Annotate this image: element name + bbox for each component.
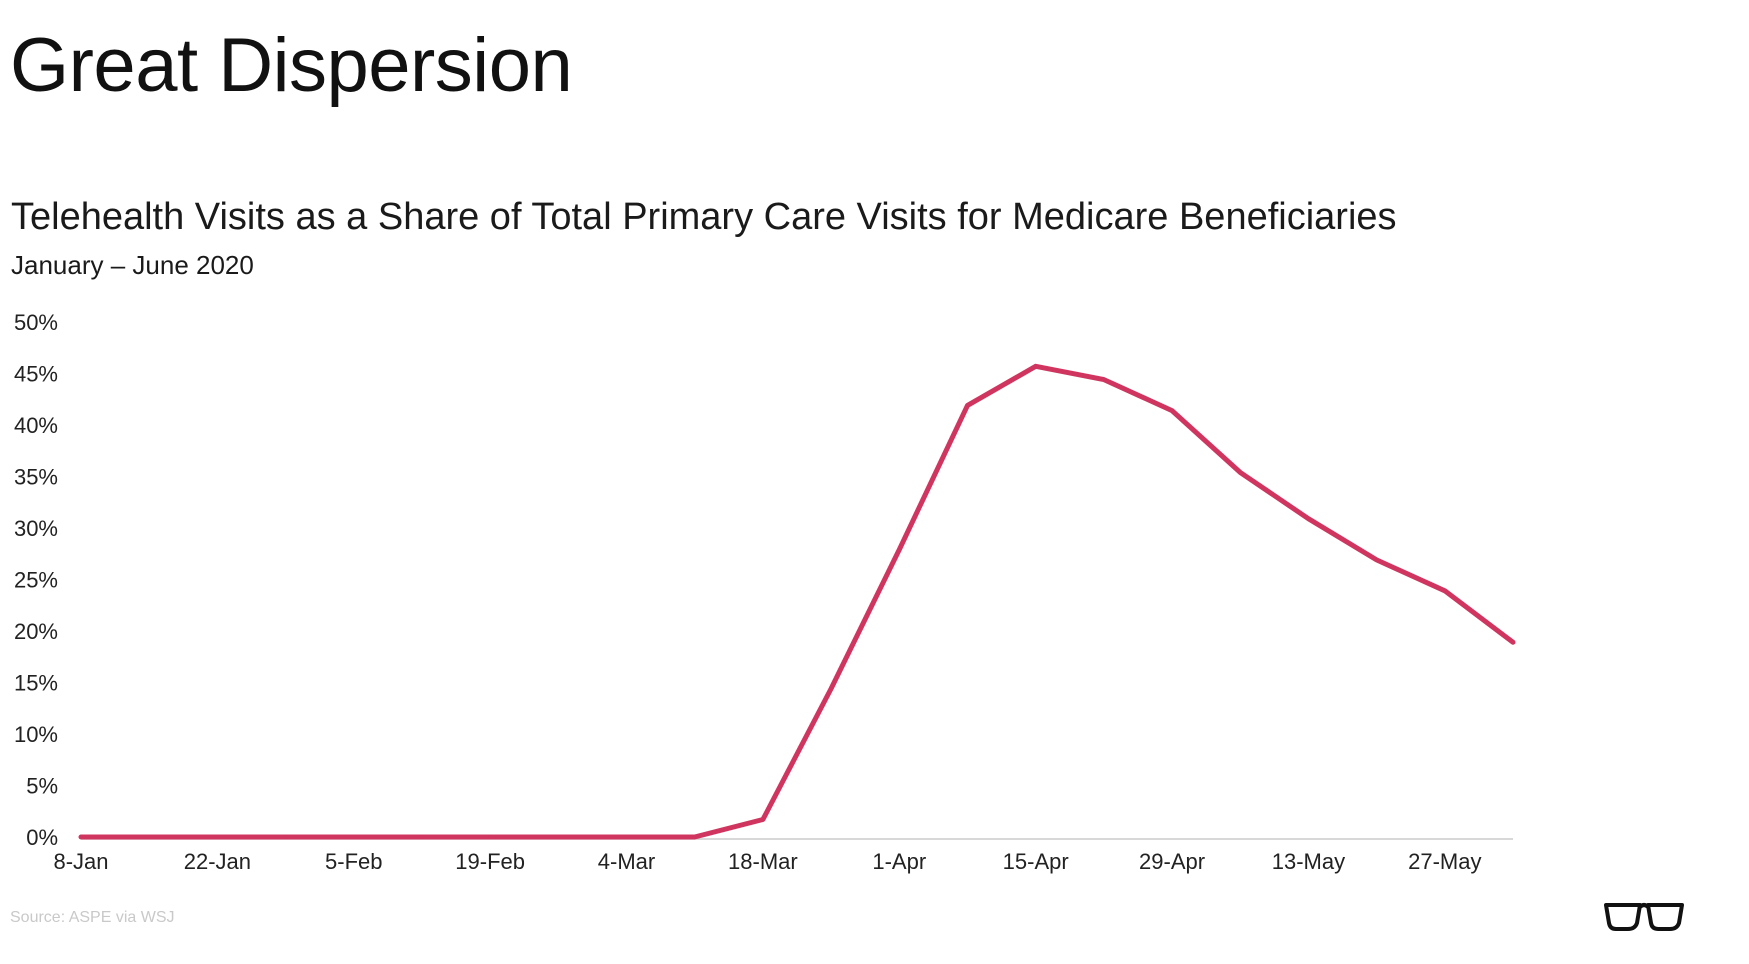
y-tick-label: 0% — [26, 825, 58, 850]
series-group — [78, 363, 1516, 840]
data-point — [1374, 557, 1379, 562]
y-tick-label: 30% — [14, 516, 58, 541]
glasses-icon — [1604, 903, 1684, 931]
data-point — [1238, 470, 1243, 475]
data-point — [1170, 408, 1175, 413]
y-tick-label: 35% — [14, 465, 58, 490]
x-tick-label: 13-May — [1272, 849, 1345, 874]
data-point — [419, 834, 424, 839]
data-point — [1442, 588, 1447, 593]
slide-title: Great Dispersion — [10, 23, 573, 108]
data-point — [488, 834, 493, 839]
data-point — [79, 834, 83, 839]
x-tick-label: 5-Feb — [325, 849, 382, 874]
data-point — [829, 686, 834, 691]
y-tick-label: 10% — [14, 722, 58, 747]
x-tick-label: 29-Apr — [1139, 849, 1205, 874]
y-tick-label: 45% — [14, 362, 58, 387]
data-point — [556, 834, 561, 839]
x-tick-label: 8-Jan — [53, 849, 108, 874]
data-point — [215, 834, 220, 839]
x-tick-label: 15-Apr — [1003, 849, 1069, 874]
data-point — [1033, 364, 1038, 369]
y-tick-label: 5% — [26, 774, 58, 799]
data-point — [1511, 640, 1515, 645]
x-tick-label: 27-May — [1408, 849, 1481, 874]
x-tick-label: 18-Mar — [728, 849, 798, 874]
y-tick-label: 20% — [14, 619, 58, 644]
x-tick-label: 19-Feb — [455, 849, 525, 874]
data-point — [692, 834, 697, 839]
data-point — [624, 834, 629, 839]
y-tick-label: 25% — [14, 568, 58, 593]
x-tick-label: 4-Mar — [598, 849, 655, 874]
y-tick-label: 40% — [14, 413, 58, 438]
chart-subtitle: January – June 2020 — [11, 250, 254, 280]
x-tick-label: 22-Jan — [184, 849, 251, 874]
data-point — [965, 403, 970, 408]
x-tick-label: 1-Apr — [872, 849, 926, 874]
y-axis-labels: 0% 5% 10% 15% 20% 25% 30% 35% 40% 45% 50% — [14, 310, 58, 850]
y-tick-label: 15% — [14, 671, 58, 696]
data-point — [1306, 516, 1311, 521]
data-point — [147, 834, 152, 839]
data-point — [760, 817, 765, 822]
data-point — [351, 834, 356, 839]
data-point — [283, 834, 288, 839]
y-tick-label: 50% — [14, 310, 58, 335]
source-note: Source: ASPE via WSJ — [10, 909, 175, 926]
data-point — [897, 547, 902, 552]
series-line — [78, 363, 1516, 840]
data-point — [1101, 377, 1106, 382]
chart-title: Telehealth Visits as a Share of Total Pr… — [11, 196, 1397, 238]
x-axis-labels: 8-Jan 22-Jan 5-Feb 19-Feb 4-Mar 18-Mar 1-Apr 15… — [53, 849, 1481, 874]
